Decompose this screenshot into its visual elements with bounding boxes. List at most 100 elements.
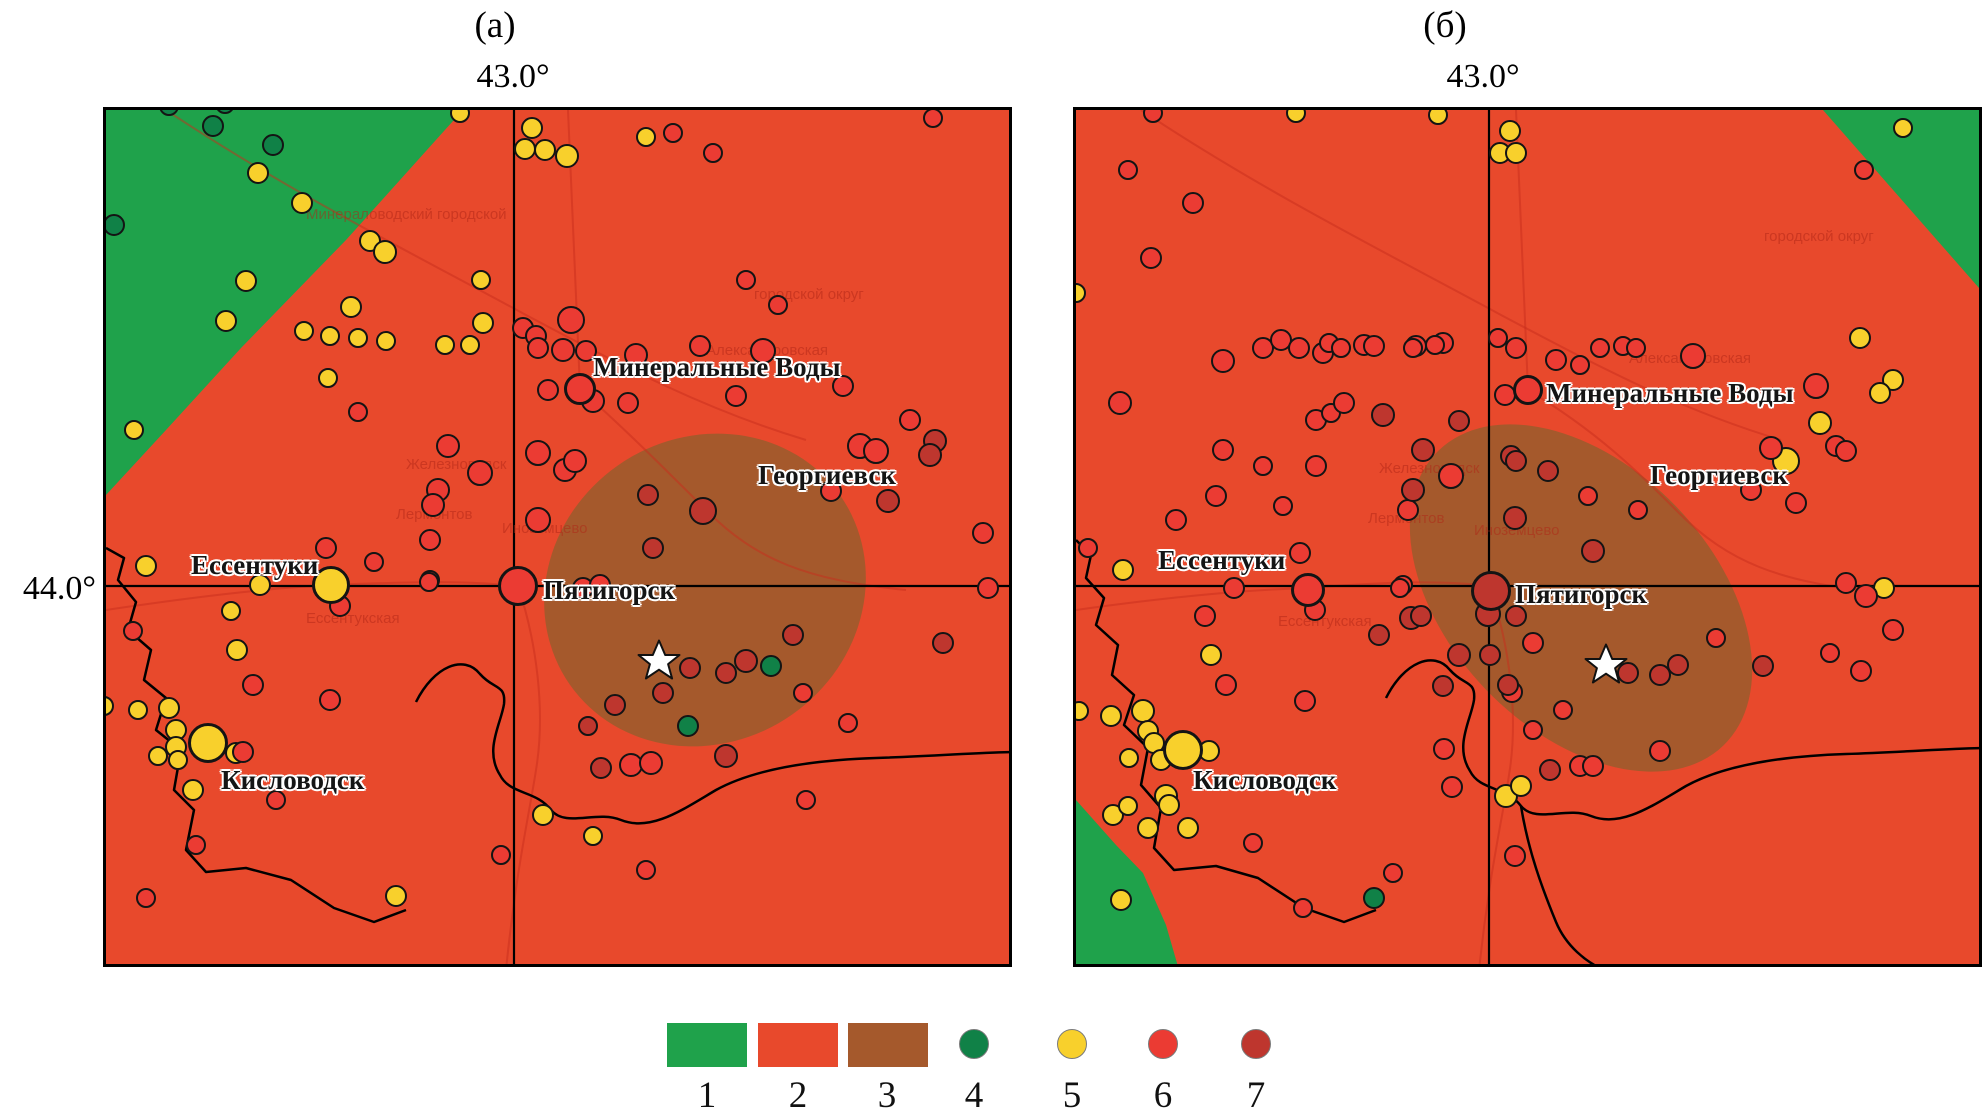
yellow-intensity-dot (1110, 889, 1132, 911)
city-marker (564, 373, 596, 405)
darkred-intensity-dot (1479, 644, 1501, 666)
legend-swatch-7 (1241, 1029, 1271, 1059)
yellow-intensity-dot (450, 110, 470, 123)
yellow-intensity-dot (1505, 142, 1527, 164)
darkred-intensity-dot (578, 716, 598, 736)
legend-number-4: 4 (964, 1075, 984, 1116)
red-intensity-dot (1628, 500, 1648, 520)
road-line (165, 110, 807, 441)
red-intensity-dot (1194, 605, 1216, 627)
darkred-intensity-dot (1371, 403, 1395, 427)
basemap-label: Иноземцево (1474, 522, 1560, 539)
red-intensity-dot (1488, 328, 1508, 348)
city-label: Ессентуки (191, 550, 319, 580)
epicenter-star-icon (635, 638, 683, 691)
darkred-intensity-dot (1368, 624, 1390, 646)
red-intensity-dot (1626, 338, 1646, 358)
yellow-intensity-dot (534, 139, 556, 161)
yellow-intensity-dot (1510, 775, 1532, 797)
yellow-intensity-dot (1893, 118, 1913, 138)
green-intensity-dot (760, 655, 782, 677)
red-intensity-dot (315, 537, 337, 559)
red-intensity-dot (1403, 338, 1423, 358)
darkred-intensity-dot (642, 537, 664, 559)
zones-layer-a (106, 110, 1009, 964)
latitude-label: 44.0° (22, 570, 96, 607)
city-label: Минеральные Воды (593, 352, 841, 382)
red-intensity-dot (1553, 700, 1573, 720)
yellow-intensity-dot (158, 697, 180, 719)
red-intensity-dot (1383, 863, 1403, 883)
yellow-intensity-dot (583, 826, 603, 846)
yellow-intensity-dot (235, 270, 257, 292)
red-intensity-dot (1505, 337, 1527, 359)
red-intensity-dot (1363, 335, 1385, 357)
brown-intensity-ellipse (1409, 424, 1753, 772)
yellow-intensity-dot (1200, 644, 1222, 666)
red-intensity-dot (436, 434, 460, 458)
darkred-intensity-dot (652, 682, 674, 704)
legend-number-7: 7 (1246, 1075, 1266, 1116)
red-intensity-dot (1390, 578, 1410, 598)
darkred-intensity-dot (734, 649, 758, 673)
red-intensity-dot (1740, 479, 1762, 501)
city-marker (1513, 375, 1543, 405)
red-intensity-dot (750, 338, 776, 364)
city-label: Пятигорск (1515, 579, 1648, 609)
yellow-intensity-dot (226, 639, 248, 661)
red-intensity-dot (1582, 755, 1604, 777)
red-intensity-dot (1289, 542, 1311, 564)
basemap-label: Ессентукская (306, 610, 400, 627)
yellow-intensity-dot (249, 574, 271, 596)
red-intensity-dot (863, 438, 889, 464)
red-intensity-dot (1078, 538, 1098, 558)
red-intensity-dot (563, 449, 587, 473)
yellow-intensity-dot (1119, 748, 1139, 768)
yellow-intensity-dot (435, 335, 455, 355)
region-boundary (414, 663, 1009, 825)
red-intensity-dot (1165, 509, 1187, 531)
city-marker (1291, 573, 1325, 607)
darkred-intensity-dot (918, 443, 942, 467)
darkred-intensity-dot (1497, 674, 1519, 696)
red-intensity-dot (557, 306, 585, 334)
red-intensity-dot (1118, 160, 1138, 180)
yellow-intensity-dot (514, 138, 536, 160)
red-intensity-dot (1211, 349, 1235, 373)
red-intensity-dot (537, 379, 559, 401)
yellow-intensity-dot (1100, 705, 1122, 727)
red-intensity-dot (1273, 496, 1293, 516)
red-intensity-dot (1835, 572, 1857, 594)
red-intensity-dot (899, 409, 921, 431)
red-intensity-dot (1108, 391, 1132, 415)
darkred-intensity-dot (876, 489, 900, 513)
yellow-intensity-dot (247, 162, 269, 184)
yellow-intensity-dot (294, 321, 314, 341)
city-label: Пятигорск (543, 575, 676, 605)
darkred-intensity-dot (932, 632, 954, 654)
yellow-intensity-dot (291, 192, 313, 214)
red-intensity-dot (1706, 628, 1726, 648)
green-zone (1823, 110, 1979, 288)
panel-a-label: (а) (474, 5, 516, 46)
longitude-label-b: 43.0° (1446, 58, 1520, 95)
yellow-intensity-dot (555, 144, 579, 168)
yellow-intensity-dot (376, 331, 396, 351)
red-intensity-dot (1215, 674, 1237, 696)
red-intensity-dot (1570, 355, 1590, 375)
yellow-intensity-dot (1849, 327, 1871, 349)
red-intensity-dot (1331, 338, 1351, 358)
red-intensity-dot (1441, 776, 1463, 798)
red-intensity-dot (1854, 160, 1874, 180)
red-intensity-dot (1545, 349, 1567, 371)
red-intensity-dot (1333, 392, 1355, 414)
panel-b-label: (б) (1423, 5, 1467, 46)
yellow-intensity-dot (472, 312, 494, 334)
darkred-intensity-dot (679, 657, 701, 679)
red-intensity-dot (617, 392, 639, 414)
green-intensity-dot (677, 715, 699, 737)
darkred-intensity-dot (604, 694, 626, 716)
red-intensity-dot (1243, 833, 1263, 853)
red-intensity-dot (348, 402, 368, 422)
red-intensity-dot (1305, 455, 1327, 477)
